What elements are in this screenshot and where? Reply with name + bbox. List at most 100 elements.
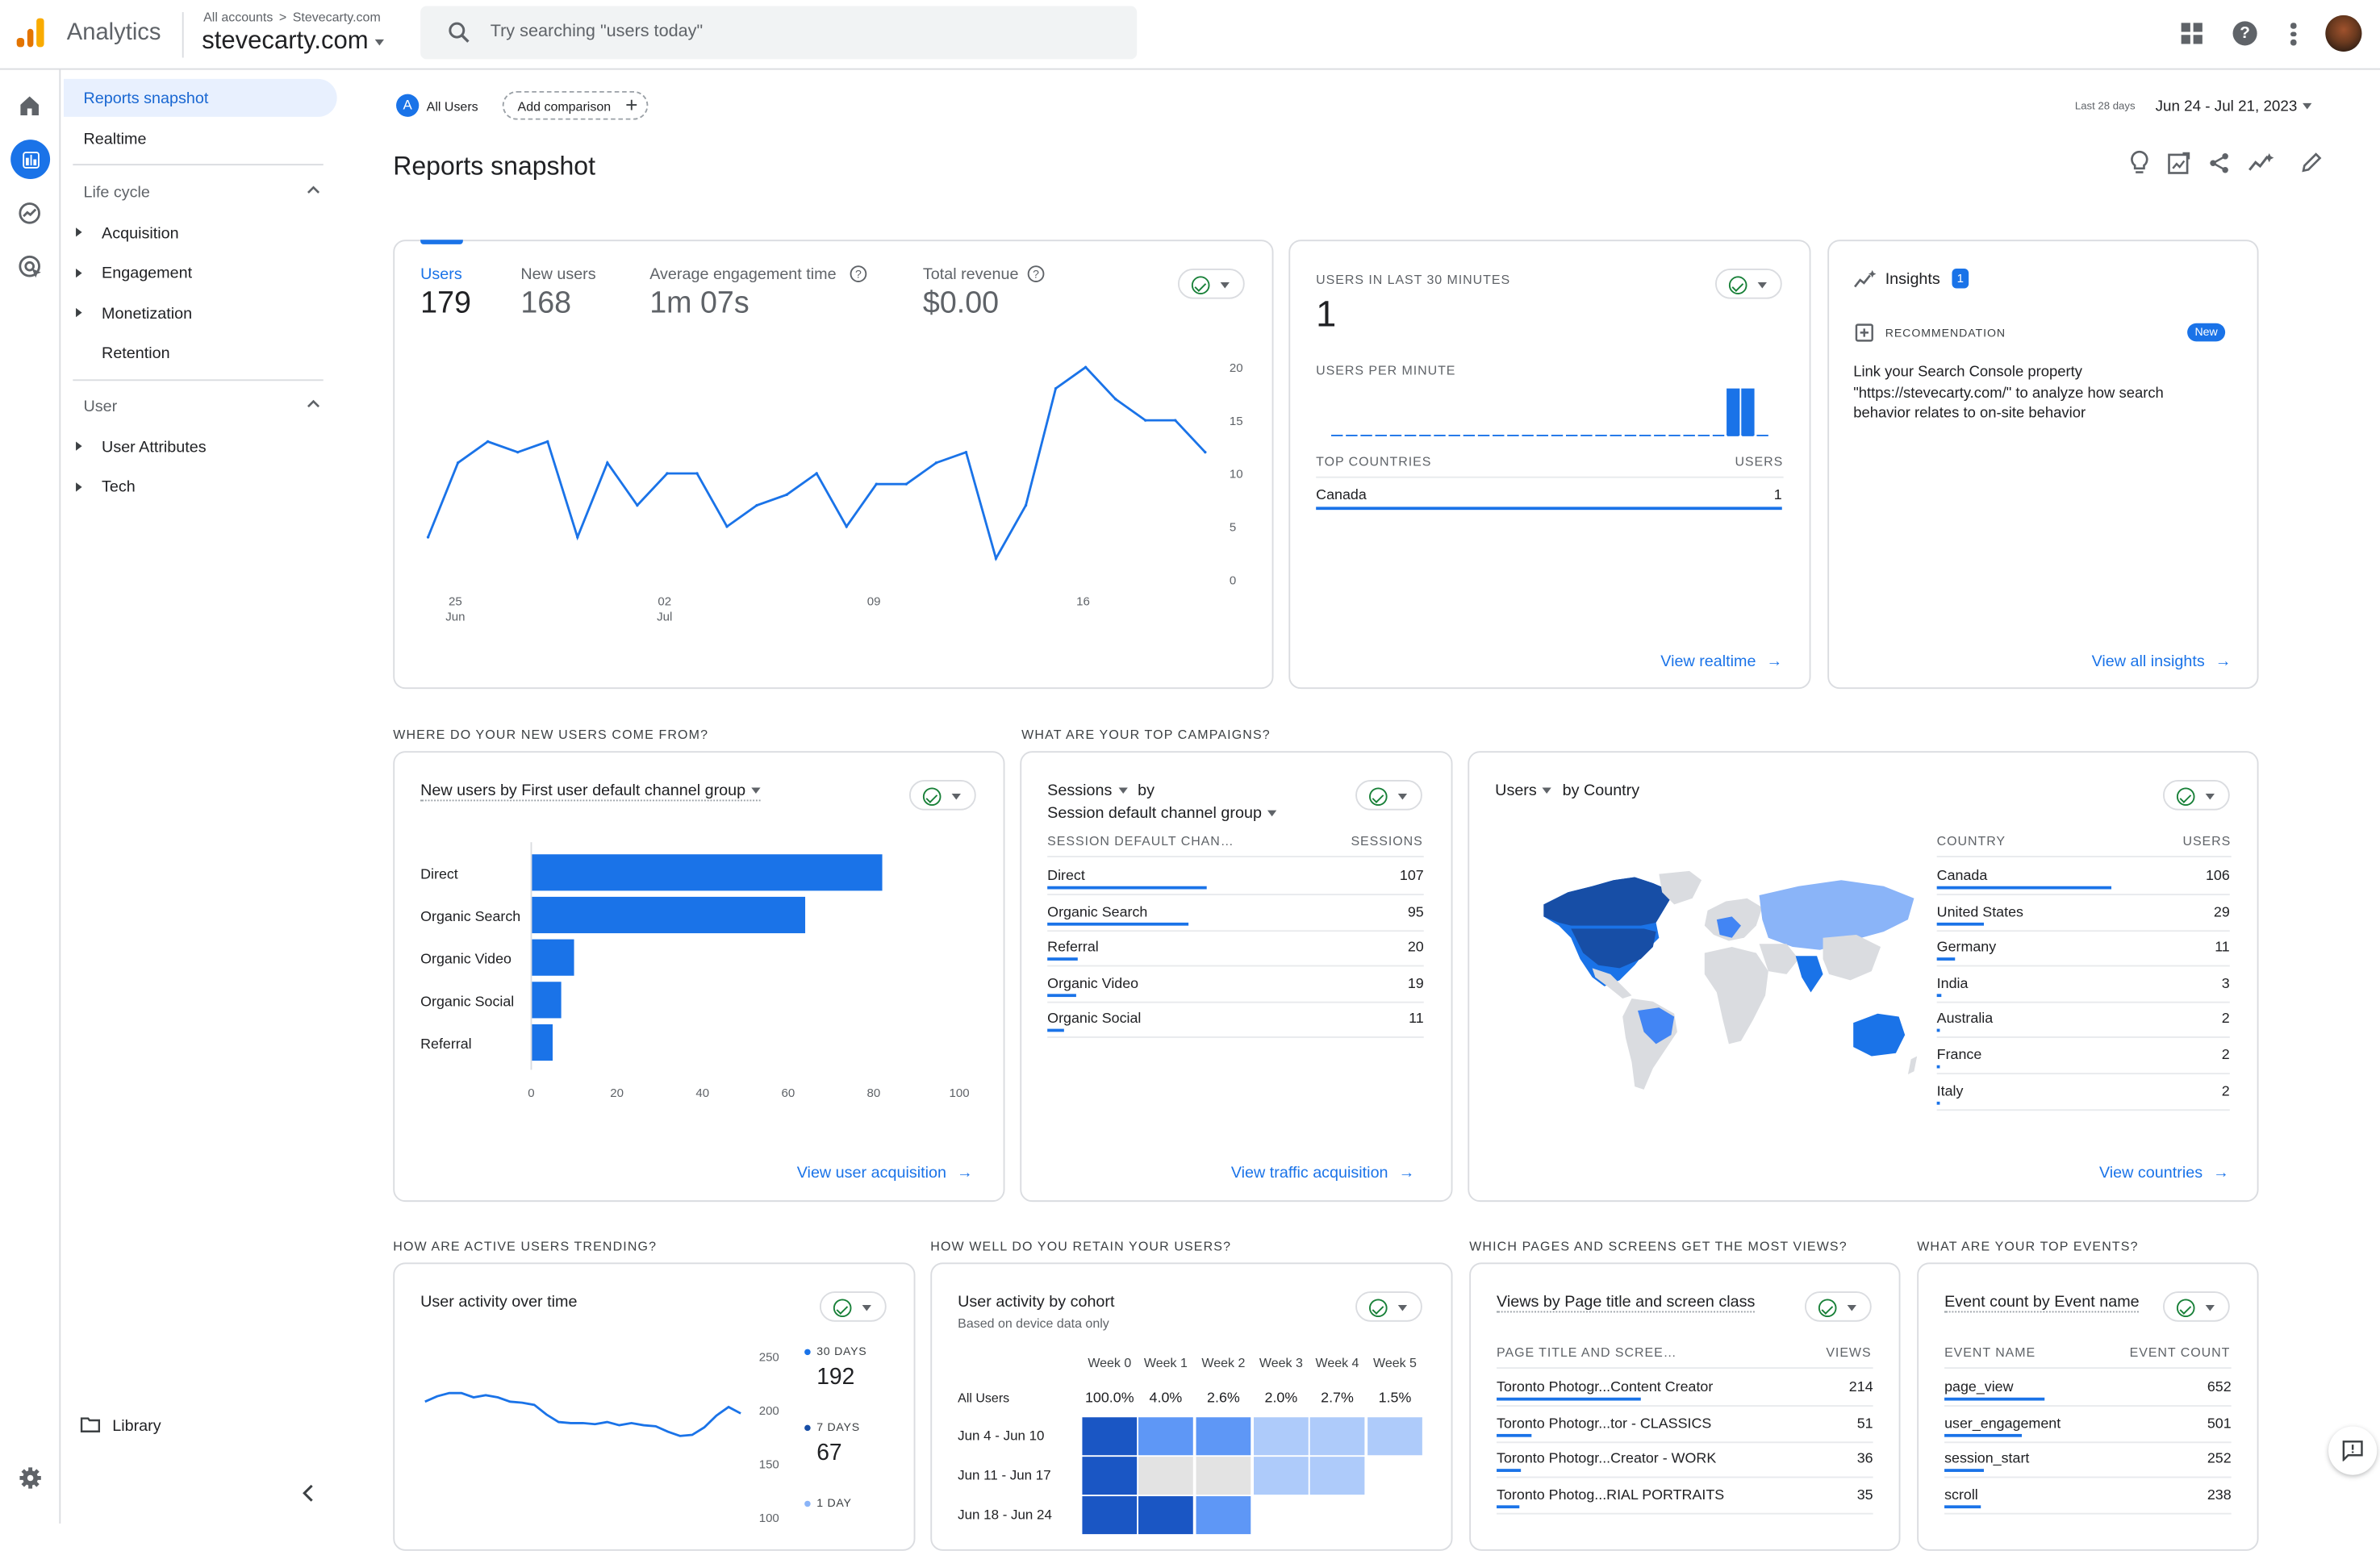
expand-arrow-icon[interactable] [76, 269, 82, 278]
map-russia-asia[interactable] [1759, 880, 1914, 950]
metric-tab-new-users[interactable]: New users 168 [520, 265, 612, 326]
analytics-logo[interactable] [15, 17, 48, 50]
advertising-icon[interactable] [19, 255, 43, 279]
metric-value: 168 [520, 286, 572, 320]
share-icon[interactable] [2208, 152, 2229, 174]
sidebar-item-retention[interactable]: Retention [102, 344, 170, 363]
minute-bar [1741, 388, 1755, 436]
view-countries-link[interactable]: View countries → [2099, 1164, 2229, 1182]
map-africa[interactable] [1704, 946, 1768, 1044]
view-traffic-acquisition-link[interactable]: View traffic acquisition → [1231, 1164, 1415, 1182]
property-selector[interactable]: stevecarty.com [202, 27, 384, 56]
compare-checkbox-menu[interactable] [1804, 1291, 1872, 1322]
section-header-lifecycle[interactable]: Life cycle [83, 183, 150, 202]
expand-arrow-icon[interactable] [76, 227, 82, 237]
help-icon[interactable]: ? [2232, 21, 2257, 46]
y-tick-label: 100 [759, 1511, 779, 1524]
sidebar-item-library[interactable]: Library [112, 1417, 161, 1436]
reports-icon[interactable] [10, 140, 51, 180]
date-range-picker[interactable]: Jun 24 - Jul 21, 2023 [2156, 98, 2313, 115]
add-comparison-label: Add comparison [517, 98, 612, 115]
map-greenland[interactable] [1659, 870, 1702, 905]
section-header-user[interactable]: User [83, 397, 118, 416]
title-divider [182, 12, 184, 58]
expand-arrow-icon[interactable] [76, 482, 82, 492]
home-icon[interactable] [19, 94, 41, 117]
insight-text[interactable]: Link your Search Console property "https… [1853, 364, 2164, 423]
map-germany-france[interactable] [1716, 916, 1741, 938]
map-canada[interactable] [1543, 877, 1675, 926]
help-outline-icon[interactable]: ? [850, 265, 867, 282]
link-label: View traffic acquisition [1230, 1164, 1388, 1182]
collapse-sidebar-icon[interactable] [302, 1484, 314, 1503]
add-comparison-button[interactable]: Add comparison + [502, 90, 649, 120]
expand-arrow-icon[interactable] [76, 307, 82, 318]
settings-gear-icon[interactable] [19, 1466, 43, 1490]
expand-arrow-icon[interactable] [76, 441, 82, 451]
map-india[interactable] [1795, 956, 1823, 993]
view-all-insights-link[interactable]: View all insights → [2092, 653, 2232, 671]
help-outline-icon[interactable]: ? [1027, 265, 1045, 282]
compare-checkbox-menu[interactable] [1714, 269, 1782, 299]
account-avatar[interactable] [2325, 15, 2362, 52]
map-china-se-asia[interactable] [1823, 934, 1881, 981]
sidebar-item-monetization[interactable]: Monetization [102, 305, 193, 323]
compare-checkbox-menu[interactable] [1355, 1291, 1422, 1322]
sidebar-item-realtime[interactable]: Realtime [83, 130, 147, 149]
breadcrumb-account[interactable]: Stevecarty.com [292, 9, 381, 25]
map-brazil[interactable] [1638, 1007, 1675, 1044]
compare-checkbox-menu[interactable] [819, 1291, 887, 1322]
compare-checkbox-menu[interactable] [1355, 780, 1422, 811]
explore-icon[interactable] [19, 202, 41, 224]
title-by: by [1138, 781, 1155, 800]
campaigns-title-dimension[interactable]: Session default channel group [1047, 804, 1277, 823]
compare-checkbox-menu[interactable] [908, 780, 976, 811]
table-row-value: 11 [1409, 1011, 1424, 1028]
feedback-button[interactable] [2328, 1426, 2378, 1475]
channel-bar [531, 896, 806, 934]
data-point [1113, 398, 1117, 401]
map-middle-east[interactable] [1759, 944, 1799, 974]
row-divider [1936, 1073, 2230, 1075]
metric-tab-users[interactable]: Users 179 [420, 265, 496, 326]
view-user-acquisition-link[interactable]: View user acquisition → [797, 1164, 973, 1182]
world-map[interactable] [1526, 865, 1928, 1100]
lightbulb-icon[interactable] [2130, 150, 2149, 174]
table-header-users: USERS [2182, 832, 2232, 848]
check-circle-icon [1818, 1299, 1837, 1318]
country-card-title[interactable]: Users by Country [1495, 782, 1639, 800]
sidebar-item-reports-snapshot[interactable]: Reports snapshot [64, 78, 337, 117]
table-row-label: Organic Social [1047, 1011, 1142, 1028]
x-tick-label: 40 [695, 1086, 709, 1100]
value-bar [1944, 1504, 1981, 1508]
insights-trend-icon[interactable] [2248, 152, 2274, 173]
map-mexico-central[interactable] [1592, 968, 1632, 999]
edit-pencil-icon[interactable] [2301, 152, 2322, 173]
account-breadcrumb[interactable]: All accounts > Stevecarty.com [203, 9, 381, 24]
campaigns-title-metric[interactable]: Sessions by [1047, 782, 1155, 800]
compare-checkbox-menu[interactable] [2162, 1291, 2230, 1322]
customize-report-icon[interactable] [2168, 152, 2190, 174]
map-australia[interactable] [1853, 1013, 1906, 1057]
metric-tab-engagement-time[interactable]: Average engagement time ? 1m 07s [649, 265, 877, 326]
metric-value: $0.00 [922, 286, 1000, 320]
x-tick-label: 80 [867, 1086, 881, 1100]
acquisition-card-title[interactable]: New users by First user default channel … [420, 782, 761, 802]
sidebar-item-tech[interactable]: Tech [102, 477, 136, 497]
collapse-chevron-icon[interactable] [307, 399, 320, 408]
map-usa[interactable] [1571, 928, 1656, 969]
breadcrumb-all-accounts[interactable]: All accounts [203, 9, 273, 25]
sidebar-item-acquisition[interactable]: Acquisition [102, 224, 179, 244]
compare-checkbox-menu[interactable] [1177, 269, 1245, 299]
map-new-zealand[interactable] [1907, 1056, 1918, 1075]
apps-grid-icon[interactable] [2181, 23, 2203, 44]
collapse-chevron-icon[interactable] [307, 186, 320, 194]
sidebar-item-user-attributes[interactable]: User Attributes [102, 438, 207, 457]
search-box[interactable]: Try searching "users today" [420, 6, 1138, 60]
bar-category-label: Organic Social [420, 993, 514, 1009]
view-realtime-link[interactable]: View realtime → [1660, 653, 1782, 671]
compare-checkbox-menu[interactable] [2162, 780, 2230, 811]
metric-tab-total-revenue[interactable]: Total revenue ? $0.00 [923, 265, 1059, 326]
sidebar-item-engagement[interactable]: Engagement [102, 264, 193, 282]
more-vert-icon[interactable] [2290, 21, 2297, 45]
